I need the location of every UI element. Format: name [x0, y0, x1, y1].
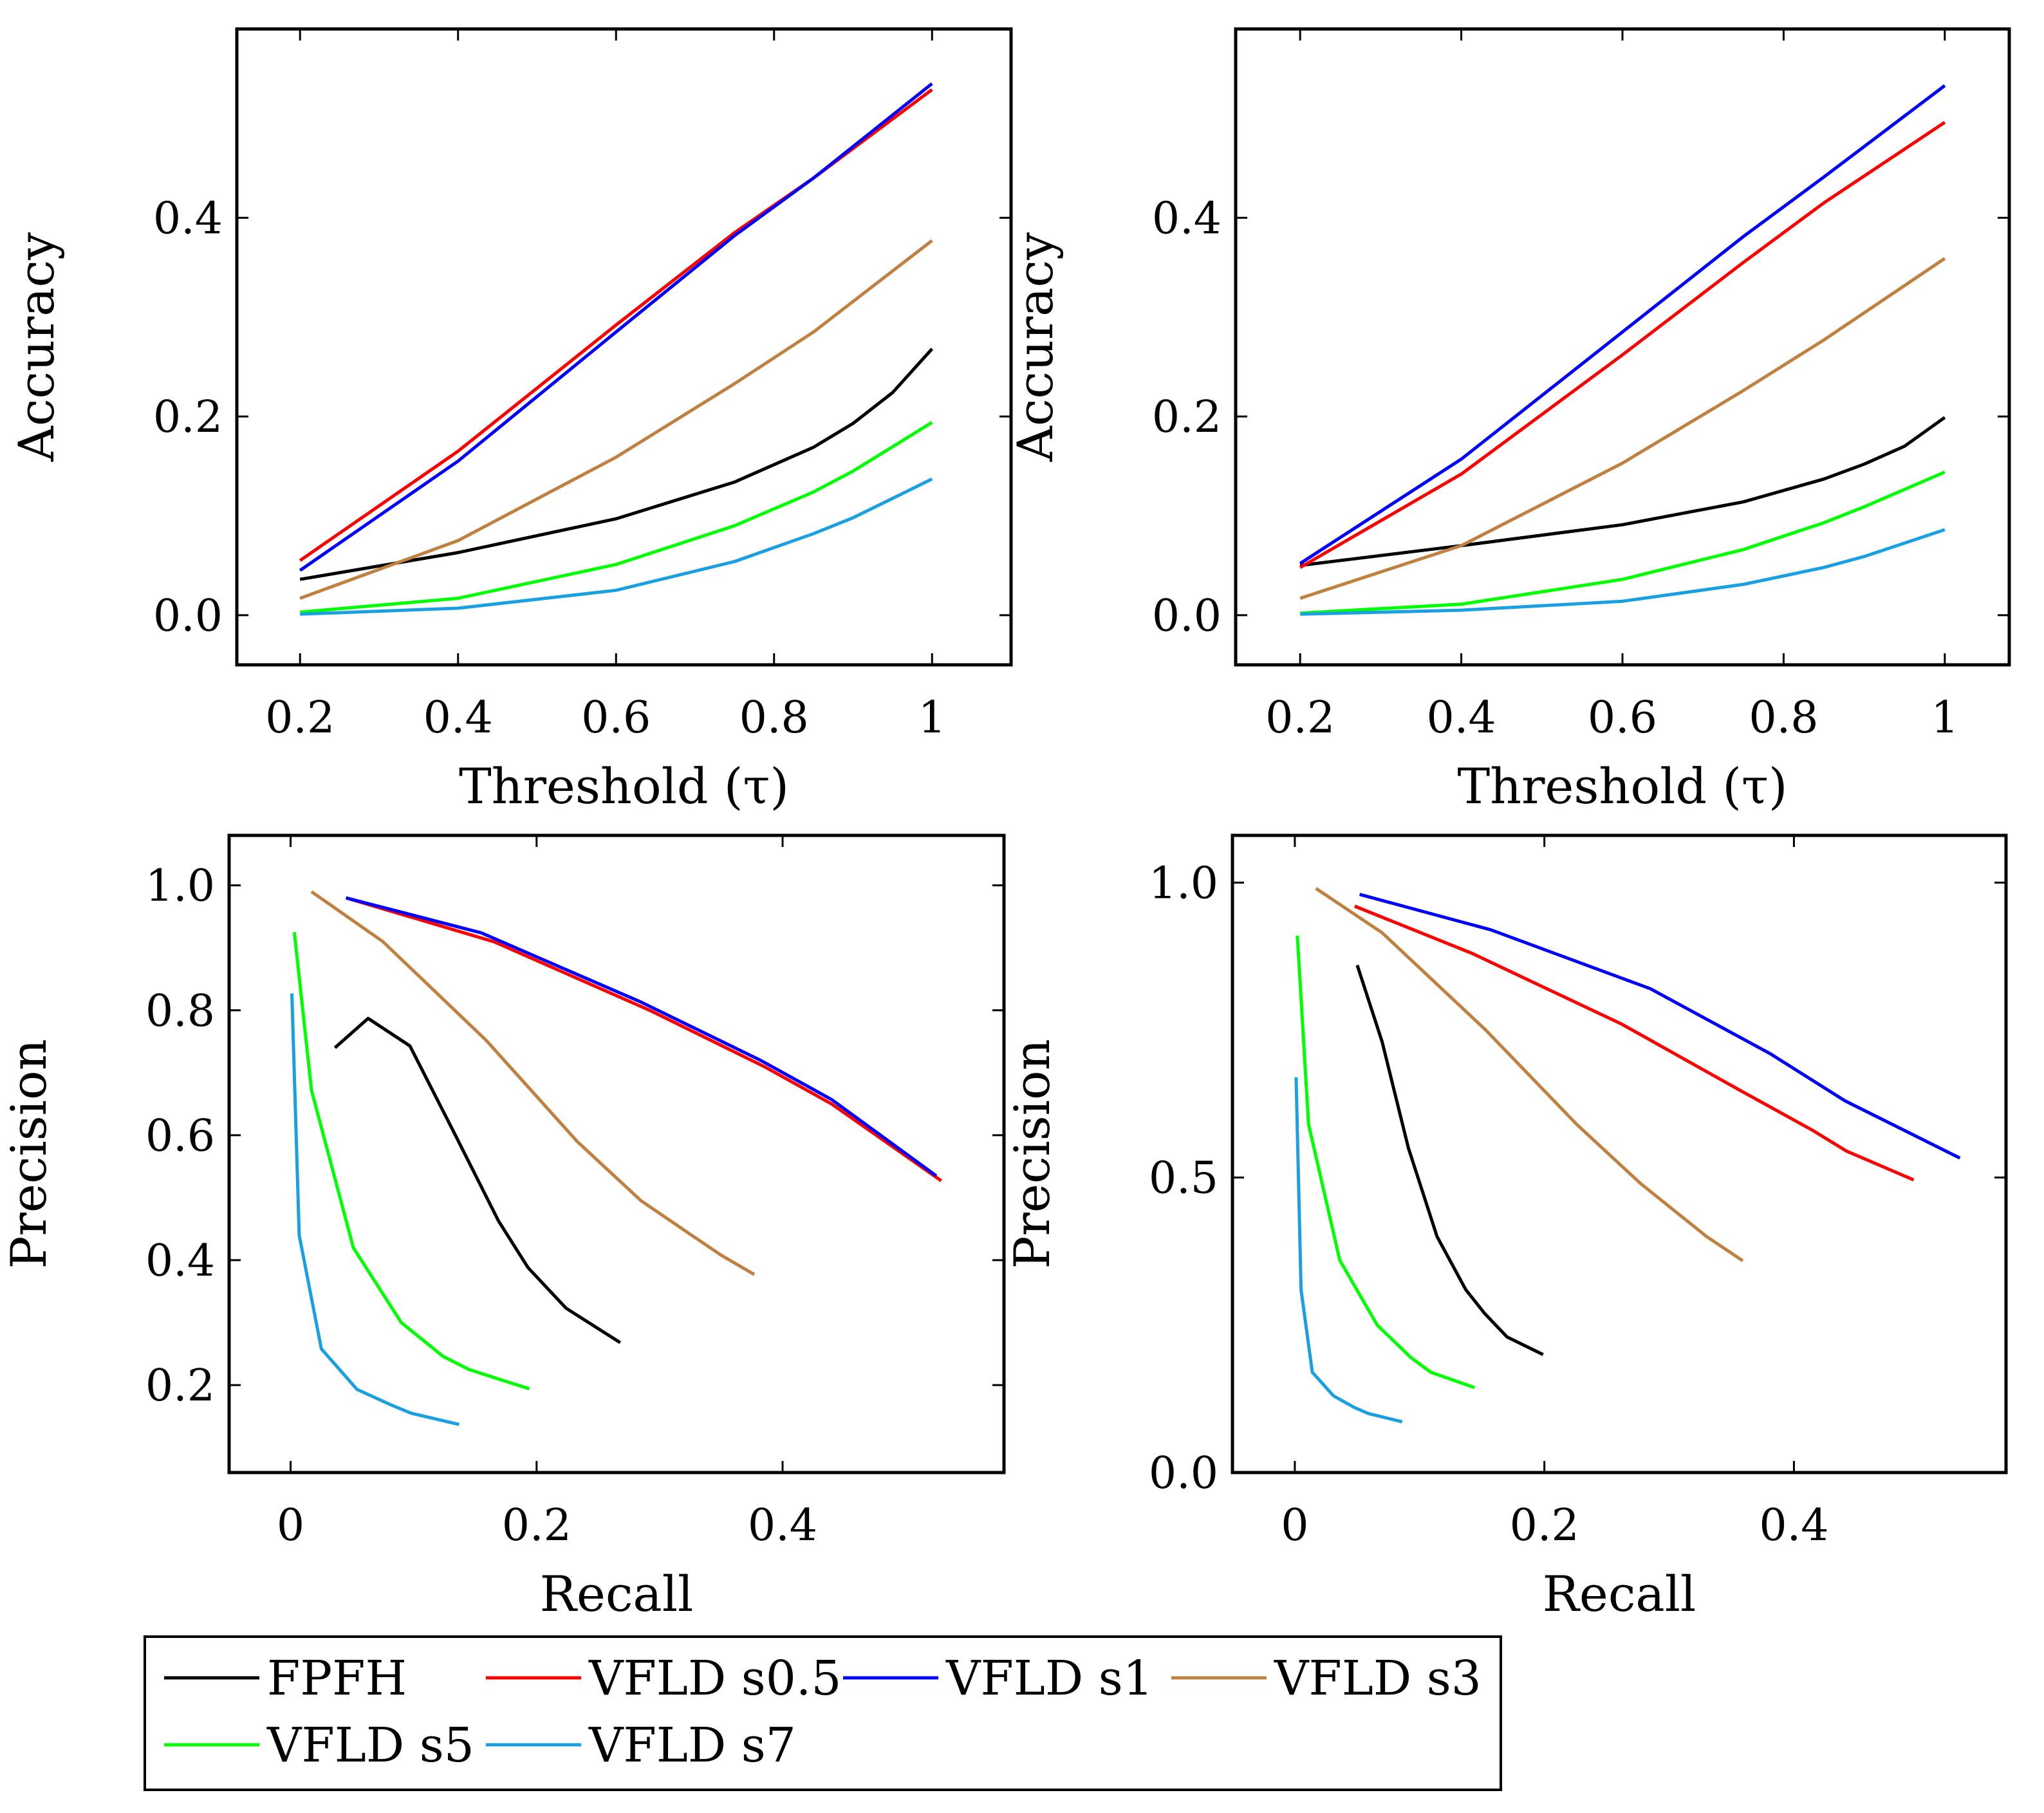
x-tick-label: 0 [1281, 1500, 1308, 1551]
legend-label: VFLD s7 [588, 1718, 796, 1773]
series-line-vfld-s3 [1315, 887, 1744, 1262]
y-tick-label: 1.0 [145, 861, 215, 912]
x-tick-label: 0.6 [1588, 693, 1657, 743]
x-tick-label: 0.4 [423, 693, 493, 743]
x-axis-label: Threshold (τ) [459, 758, 789, 815]
chart-panel-1: 0.2 0.4 0.6 0.8 1 0.0 0.2 0.4 Threshold (τ) Accur… [8, 27, 1013, 815]
legend-item-fpfh: FPFH [164, 1651, 407, 1706]
x-tick-label: 0 [277, 1500, 304, 1551]
legend-label: VFLD s0.5 [588, 1651, 841, 1706]
y-tick-label: 0.0 [1152, 591, 1222, 642]
legend-frame [144, 1635, 1502, 1791]
legend-label: VFLD s5 [266, 1718, 474, 1773]
x-tick-label: 0.4 [1759, 1500, 1828, 1551]
chart-panel-2: 0.2 0.4 0.6 0.8 1 0.0 0.2 0.4 Threshold (τ) Accur… [1007, 27, 2011, 815]
y-tick-label: 0.4 [1152, 193, 1222, 244]
legend-item-vfld-s5: VFLD s5 [164, 1718, 474, 1773]
y-tick-label: 0.0 [1149, 1448, 1218, 1499]
x-tick-label: 0.8 [1749, 693, 1818, 743]
series-line-vfld-s0-5 [345, 896, 942, 1182]
series-line-fpfh [1355, 964, 1544, 1356]
legend-item-vfld-s3: VFLD s3 [1171, 1651, 1482, 1706]
series-line-vfld-s0-5 [1299, 121, 1946, 569]
y-axis-label: Accuracy [1007, 232, 1064, 462]
series-group [299, 82, 934, 616]
plot-frame [1231, 833, 2008, 1474]
legend-label: VFLD s1 [945, 1651, 1153, 1706]
x-tick-label: 0.6 [581, 693, 651, 743]
y-tick-label: 0.4 [145, 1236, 215, 1287]
series-line-vfld-s5 [299, 421, 933, 614]
series-line-vfld-s5 [1296, 935, 1475, 1390]
series-line-vfld-s7 [1294, 1077, 1403, 1424]
y-tick-label: 0.4 [153, 193, 223, 244]
series-line-vfld-s5 [292, 932, 530, 1391]
legend: FPFH VFLD s0.5 VFLD s1 VFLD s3 VFLD s5 VFLD s… [144, 1635, 1502, 1791]
x-tick-label: 1 [918, 693, 946, 743]
y-tick-label: 0.2 [153, 392, 223, 443]
x-tick-label: 0.2 [502, 1500, 571, 1551]
legend-item-vfld-s1: VFLD s1 [843, 1651, 1153, 1706]
x-axis-label: Threshold (τ) [1457, 758, 1787, 815]
y-axis-label: Accuracy [8, 232, 65, 462]
series-line-fpfh [1299, 416, 1946, 568]
series-group [1299, 84, 1946, 616]
x-tick-label: 0.2 [1510, 1500, 1579, 1551]
chart-panel-4: 0 0.2 0.4 0.0 0.5 1.0 Recall Precision [1003, 833, 2008, 1622]
legend-label: VFLD s3 [1274, 1651, 1482, 1706]
series-line-vfld-s5 [1300, 470, 1946, 615]
series-line-vfld-s0-5 [1354, 904, 1915, 1182]
y-tick-label: 0.2 [1152, 392, 1222, 443]
plot-frame [227, 833, 1006, 1474]
y-tick-label: 0.8 [145, 986, 215, 1037]
y-tick-label: 0.0 [153, 591, 223, 642]
x-tick-label: 0.2 [265, 693, 335, 743]
y-tick-label: 0.6 [145, 1111, 215, 1162]
x-tick-label: 1 [1931, 693, 1958, 743]
y-tick-label: 0.5 [1149, 1153, 1218, 1204]
x-tick-label: 0.4 [748, 1500, 817, 1551]
y-tick-label: 0.2 [145, 1361, 215, 1411]
legend-item-vfld-s0-5: VFLD s0.5 [486, 1651, 841, 1706]
series-line-fpfh [333, 1016, 622, 1344]
legend-label: FPFH [267, 1651, 407, 1706]
series-line-vfld-s3 [299, 239, 933, 600]
series-line-vfld-s3 [310, 890, 756, 1276]
series-line-vfld-s1 [1299, 84, 1946, 565]
y-tick-label: 1.0 [1149, 858, 1218, 909]
plot-frame [235, 27, 1013, 667]
x-tick-label: 0.4 [1427, 693, 1496, 743]
series-line-vfld-s7 [1300, 528, 1946, 616]
series-line-vfld-s3 [1299, 257, 1946, 600]
y-axis-label: Precision [0, 1039, 57, 1269]
legend-item-vfld-s7: VFLD s7 [486, 1718, 796, 1773]
x-axis-label: Recall [1543, 1565, 1696, 1622]
series-line-vfld-s1 [299, 82, 933, 572]
series-group [290, 890, 942, 1426]
series-line-vfld-s7 [290, 993, 460, 1426]
x-tick-label: 0.2 [1265, 693, 1335, 743]
series-group [1294, 887, 1961, 1424]
series-line-vfld-s1 [345, 896, 938, 1178]
series-line-vfld-s7 [300, 478, 933, 616]
series-line-fpfh [299, 348, 934, 581]
x-axis-label: Recall [540, 1565, 694, 1622]
series-line-vfld-s1 [1359, 893, 1961, 1160]
chart-panel-3: 0 0.2 0.4 0.2 0.4 0.6 0.8 1.0 Recall Precision [0, 833, 1006, 1622]
y-axis-label: Precision [1003, 1039, 1061, 1269]
x-tick-label: 0.8 [739, 693, 809, 743]
